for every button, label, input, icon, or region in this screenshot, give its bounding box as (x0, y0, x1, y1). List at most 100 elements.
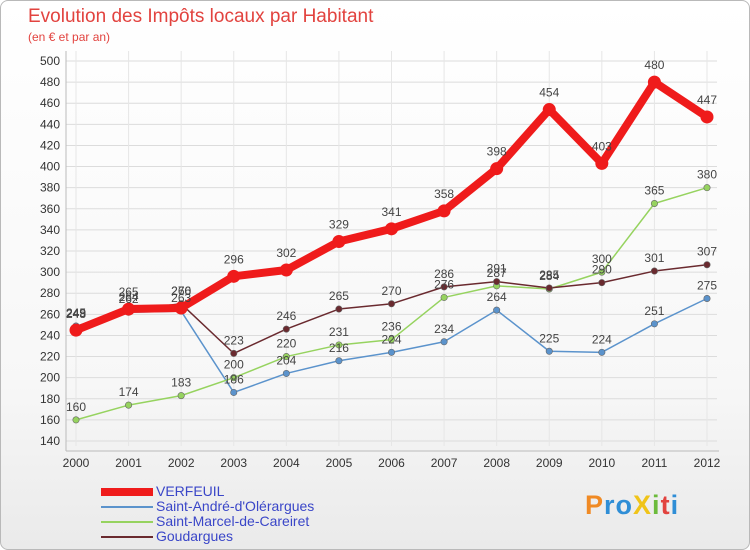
y-tick-label: 420 (40, 138, 60, 152)
data-point (122, 302, 136, 316)
data-point (125, 401, 133, 409)
data-label: 234 (434, 322, 454, 336)
data-label: 270 (171, 284, 191, 298)
data-label: 265 (119, 285, 139, 299)
data-label: 200 (224, 358, 244, 372)
data-point (335, 305, 343, 313)
data-label: 301 (644, 251, 664, 265)
data-label: 266 (171, 284, 191, 298)
data-label: 454 (539, 86, 559, 100)
data-point (230, 349, 238, 357)
data-point (387, 336, 395, 344)
data-label: 270 (381, 284, 401, 298)
y-tick-label: 480 (40, 75, 60, 89)
data-point (437, 204, 451, 218)
x-tick-label: 2009 (536, 456, 563, 470)
data-label: 296 (224, 252, 244, 266)
data-point (387, 300, 395, 308)
legend-swatch (101, 506, 153, 508)
data-point (227, 269, 241, 283)
data-label: 285 (539, 268, 559, 282)
data-label: 263 (171, 291, 191, 305)
y-tick-label: 360 (40, 202, 60, 216)
data-label: 174 (119, 385, 139, 399)
legend-swatch (101, 521, 153, 523)
data-label: 264 (487, 290, 507, 304)
x-tick-label: 2005 (326, 456, 353, 470)
data-point (440, 283, 448, 291)
x-tick-label: 2003 (220, 456, 247, 470)
data-point (69, 323, 83, 337)
data-label: 302 (276, 246, 296, 260)
data-point (703, 184, 711, 192)
data-label: 358 (434, 187, 454, 201)
logo-letter: P (585, 490, 605, 520)
data-label: 216 (329, 341, 349, 355)
data-label: 183 (171, 376, 191, 390)
x-tick-label: 2008 (483, 456, 510, 470)
x-tick-label: 2010 (588, 456, 615, 470)
data-label: 224 (381, 332, 401, 346)
y-tick-label: 240 (40, 328, 60, 342)
data-point (493, 306, 501, 314)
y-tick-label: 440 (40, 117, 60, 131)
data-label: 276 (434, 277, 454, 291)
axes: 140 160 180 200 220 240 260 280 300 320 340 360 380 4… (40, 51, 721, 470)
data-point (335, 357, 343, 365)
y-tick-label: 280 (40, 286, 60, 300)
data-label: 365 (644, 184, 664, 198)
data-label: 262 (119, 292, 139, 306)
data-point (230, 374, 238, 382)
y-tick-label: 200 (40, 371, 60, 385)
y-tick-label: 320 (40, 244, 60, 258)
legend-label: Saint-Marcel-de-Careiret (156, 513, 310, 529)
data-point (174, 301, 188, 315)
data-point (282, 353, 290, 361)
data-label: 284 (539, 269, 559, 283)
y-tick-label: 500 (40, 54, 60, 68)
data-label: 225 (539, 331, 559, 345)
proxiti-logo: ProXiti (585, 490, 679, 521)
data-point (545, 284, 553, 292)
data-label: 204 (276, 353, 296, 367)
data-label: 248 (66, 307, 86, 321)
y-tick-label: 140 (40, 434, 60, 448)
x-tick-label: 2002 (168, 456, 195, 470)
data-point (332, 235, 346, 248)
chart-subtitle: (en € et par an) (28, 30, 111, 44)
x-tick-label: 2000 (63, 456, 90, 470)
chart-title: Evolution des Impôts locaux par Habitant (28, 6, 374, 27)
x-tick-label: 2001 (115, 456, 142, 470)
data-label: 275 (697, 279, 717, 293)
data-point (282, 369, 290, 377)
data-point (490, 162, 504, 176)
data-label: 480 (644, 58, 664, 72)
data-label: 220 (276, 337, 296, 351)
data-point (177, 392, 185, 400)
data-label: 251 (644, 304, 664, 318)
data-label: 447 (697, 93, 717, 107)
data-point (440, 338, 448, 346)
legend-swatch (101, 488, 153, 496)
data-point (545, 347, 553, 355)
legend-swatch (101, 536, 153, 538)
data-point (650, 320, 658, 328)
data-label: 307 (697, 245, 717, 259)
data-point (335, 341, 343, 349)
y-tick-label: 300 (40, 265, 60, 279)
legend-label: VERFEUIL (156, 483, 225, 499)
y-tick-label: 260 (40, 307, 60, 321)
data-point (650, 200, 658, 208)
logo-letter: i (652, 490, 661, 520)
data-point (440, 293, 448, 301)
data-point (387, 348, 395, 356)
x-tick-label: 2004 (273, 456, 300, 470)
data-label: 341 (381, 205, 401, 219)
data-label: 290 (592, 263, 612, 277)
data-label: 403 (592, 139, 612, 153)
data-label: 287 (487, 266, 507, 280)
legend-label: Saint-André-d'Olérargues (156, 498, 315, 514)
logo-letter: t (660, 490, 671, 520)
